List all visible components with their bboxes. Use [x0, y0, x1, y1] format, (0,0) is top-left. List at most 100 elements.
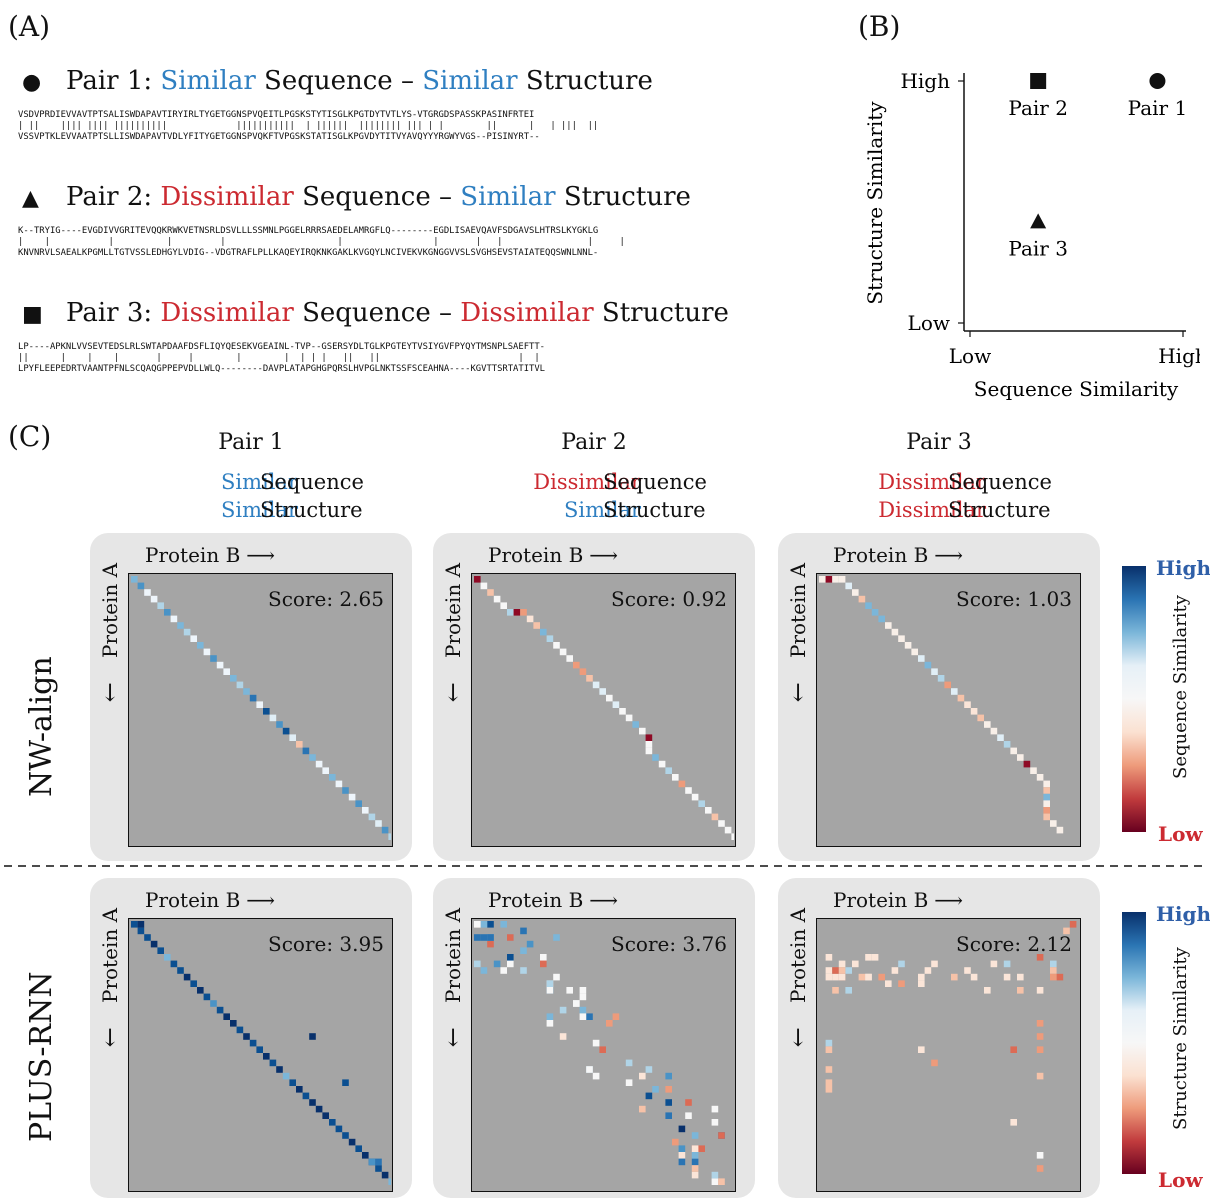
alignment-title: ● Pair 1: Similar Sequence – Similar Stru…	[22, 66, 653, 96]
matrix-cell	[500, 921, 507, 928]
alignment-line3: LPYFLEEPEDRTVAANTPFNLSCQAQGPPEPVDLLWLQ--…	[18, 364, 545, 374]
alignment-score: Score: 1.03	[956, 587, 1072, 611]
matrix-cell	[951, 973, 958, 981]
scatter-point-2	[1030, 73, 1047, 89]
matrix-cell	[691, 1152, 699, 1159]
matrix-cell	[599, 1046, 606, 1053]
matrix-cell	[845, 967, 852, 974]
matrix-cell	[315, 760, 323, 768]
matrix-cell	[711, 1105, 719, 1113]
dash: –	[400, 66, 414, 96]
matrix-cell	[871, 609, 879, 616]
matrix-cell	[1050, 820, 1057, 827]
matrix-cell	[1043, 787, 1050, 794]
matrix-cell	[1003, 741, 1011, 748]
matrix-cell	[691, 1132, 699, 1139]
structure-word: Structure	[525, 66, 653, 96]
matrix-cell	[678, 1158, 686, 1166]
sequence-similarity-word: Dissimilar	[160, 298, 294, 328]
protein-b-axis: Protein B ⟶	[833, 888, 963, 912]
matrix-cell	[825, 1066, 833, 1073]
matrix-cell	[592, 1039, 600, 1047]
arrow-down-icon: ↓	[443, 679, 464, 707]
matrix-cell	[865, 602, 872, 609]
colorbar-high-label: High	[1156, 556, 1210, 580]
similarity-word: Dissimilar	[533, 470, 641, 494]
colorbar-high-label: High	[1156, 902, 1210, 926]
matrix-cell	[322, 767, 329, 774]
matrix-cell	[289, 734, 296, 741]
matrix-cell	[885, 980, 892, 987]
structure-similarity-word: Similar	[460, 182, 556, 212]
matrix-cell	[904, 642, 912, 649]
matrix-cell	[698, 800, 705, 807]
matrix-cell	[559, 1033, 567, 1040]
alignment-score: Score: 3.76	[611, 932, 727, 956]
matrix-cell	[1036, 954, 1044, 961]
panel-label-a: (A)	[8, 10, 51, 43]
matrix-cell	[1063, 927, 1070, 935]
matrix-cell	[1036, 987, 1044, 994]
alignment-line1: K--TRYIG----EVGDIVVGRITEVQQKRWKVETNSRLDS…	[18, 226, 599, 236]
structure-word: Structure	[601, 298, 729, 328]
matrix-cell	[533, 622, 540, 629]
column-subtitle: Dissimilar	[836, 498, 986, 522]
matrix-cell	[526, 940, 534, 948]
column-subtitle: Similar	[491, 498, 641, 522]
matrix-cell	[375, 1165, 382, 1172]
matrix-cell	[871, 954, 879, 961]
matrix-cell	[918, 1046, 925, 1053]
matrix-cells	[474, 576, 734, 840]
matrix-cell	[342, 1132, 349, 1139]
similarity-word: Similar	[563, 498, 641, 522]
matrix-cell	[546, 987, 554, 994]
matrix-cell	[937, 675, 945, 682]
matrix-cell	[282, 727, 290, 735]
matrix-cell	[573, 661, 580, 669]
matrix-cell	[368, 1158, 376, 1166]
column-subtitle-label: Structure	[948, 498, 1051, 522]
matrix-cell	[487, 921, 494, 928]
matrix-cell	[309, 1099, 316, 1106]
matrix-cell	[335, 780, 343, 788]
method-label: NW-align	[24, 656, 59, 797]
matrix-cell	[579, 1006, 587, 1014]
matrix-cell	[625, 1079, 633, 1086]
column-title: Pair 1	[218, 430, 284, 455]
matrix-cell	[546, 980, 554, 987]
matrix-cell	[540, 954, 547, 961]
matrix-cell	[474, 934, 481, 941]
protein-b-label: Protein B	[145, 888, 241, 912]
matrix-cell	[711, 1178, 719, 1185]
matrix-cell	[878, 973, 885, 981]
matrix-cell	[487, 940, 494, 948]
matrix-cell	[573, 1000, 580, 1007]
matrix-cell	[898, 960, 905, 968]
matrix-cell	[381, 1171, 389, 1179]
matrix-cell	[665, 1072, 672, 1080]
matrix-cells	[131, 921, 391, 1185]
matrix-cell	[865, 954, 872, 961]
y-axis-label: Structure Similarity	[863, 101, 887, 305]
matrix-cell	[672, 1138, 679, 1146]
matrix-cell	[970, 973, 978, 981]
matrix-cell	[652, 754, 659, 761]
matrix-cell	[1056, 973, 1064, 981]
matrix-cell	[1017, 754, 1024, 761]
matrix-cell	[526, 615, 534, 623]
matrix-cell	[652, 1086, 659, 1093]
matrix-cell	[1036, 1020, 1044, 1027]
matrix-cell	[157, 947, 164, 954]
matrix-cell	[678, 1152, 686, 1159]
colorbar-low-label: Low	[1158, 1168, 1203, 1192]
matrix-cell	[203, 648, 211, 656]
matrix-cell	[190, 980, 197, 987]
column-subtitle-label: Structure	[603, 498, 706, 522]
alignment-title: ▲ Pair 2: Dissimilar Sequence – Similar S…	[22, 182, 691, 212]
similarity-word: Dissimilar	[878, 498, 986, 522]
matrix-cell	[1017, 973, 1024, 981]
alignment-line1: LP----APKNLVVSEVTEDSLRLSWTAPDAAFDSFLIQYQ…	[18, 342, 545, 352]
matrix-cell	[236, 1026, 244, 1034]
column-subtitle: Similar	[148, 470, 298, 494]
matrix-cell	[698, 1145, 705, 1152]
